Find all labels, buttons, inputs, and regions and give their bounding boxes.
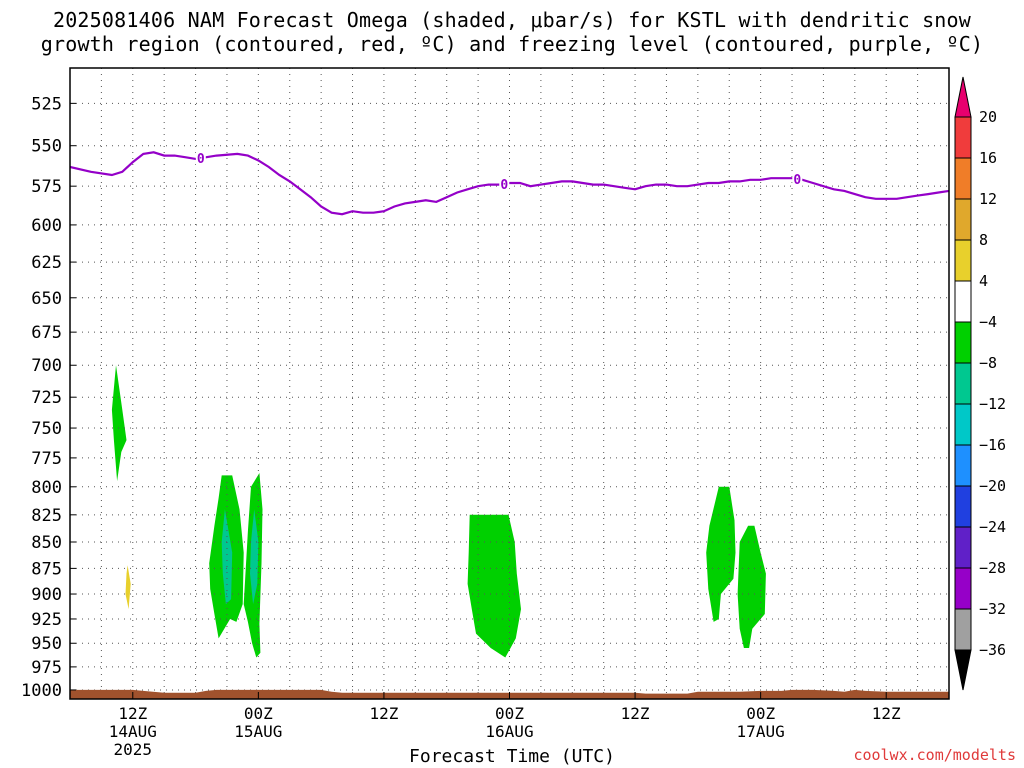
freezing-level-label-bg xyxy=(499,175,510,192)
colorbar-label: −16 xyxy=(979,436,1006,454)
freezing-level-label: 0 xyxy=(793,173,801,188)
colorbar-cell xyxy=(954,403,972,446)
colorbar-cell xyxy=(954,116,972,159)
colorbar-cell xyxy=(954,362,972,405)
credit-text: coolwx.com/modelts xyxy=(853,746,1016,764)
omega-shaded-regions xyxy=(111,365,766,658)
x-tick-time: 00Z xyxy=(244,704,273,723)
colorbar-label: 20 xyxy=(979,108,997,126)
colorbar-cell xyxy=(954,444,972,487)
colorbar-label: 4 xyxy=(979,272,988,290)
x-tick-date: 16AUG xyxy=(485,722,533,741)
colorbar-label: 12 xyxy=(979,190,997,208)
omega-region-5 xyxy=(221,509,233,605)
y-tick-label: 625 xyxy=(31,253,62,273)
colorbar-label: 8 xyxy=(979,231,988,249)
y-tick-label: 650 xyxy=(31,289,62,309)
chart-title-line-2: growth region (contoured, red, ºC) and f… xyxy=(40,32,984,56)
x-tick-time: 12Z xyxy=(872,704,901,723)
y-tick-label: 550 xyxy=(31,137,62,157)
colorbar-top-arrow xyxy=(954,76,972,118)
colorbar-cell xyxy=(954,526,972,569)
colorbar-label: −12 xyxy=(979,395,1006,413)
y-tick-label: 800 xyxy=(31,478,62,498)
x-tick-year: 2025 xyxy=(114,740,153,759)
x-tick-date: 14AUG xyxy=(109,722,157,741)
y-tick-label: 875 xyxy=(31,559,62,579)
colorbar-label: −8 xyxy=(979,354,997,372)
x-tick-time: 12Z xyxy=(118,704,147,723)
colorbar-label: −36 xyxy=(979,641,1006,659)
y-tick-label: 950 xyxy=(31,634,62,654)
colorbar-cell xyxy=(954,198,972,241)
y-tick-label: 900 xyxy=(31,585,62,605)
y-tick-label: 750 xyxy=(31,419,62,439)
y-tick-label: 725 xyxy=(31,388,62,408)
x-tick-time: 00Z xyxy=(746,704,775,723)
colorbar-cell xyxy=(954,280,972,323)
y-tick-label: 700 xyxy=(31,356,62,376)
y-axis: 525 550 575 600 625 650 675 700 725 750 775 800 825 8… xyxy=(21,94,76,701)
grid-lines xyxy=(70,68,949,699)
omega-region-9 xyxy=(737,525,766,648)
colorbar-cell xyxy=(954,567,972,610)
y-tick-label: 1000 xyxy=(21,681,62,701)
x-axis-title: Forecast Time (UTC) xyxy=(409,746,615,767)
colorbar-cell xyxy=(954,608,972,651)
colorbar-label: −24 xyxy=(979,518,1006,536)
colorbar-label: −28 xyxy=(979,559,1006,577)
y-tick-label: 775 xyxy=(31,449,62,469)
freezing-level-label: 0 xyxy=(197,152,205,167)
x-tick-date: 17AUG xyxy=(737,722,785,741)
x-tick-time: 12Z xyxy=(621,704,650,723)
colorbar-label: −4 xyxy=(979,313,997,331)
colorbar-cell xyxy=(954,239,972,282)
y-tick-label: 825 xyxy=(31,506,62,526)
colorbar-cell xyxy=(954,157,972,200)
freezing-level-layer: 0 0 0 xyxy=(70,150,949,216)
freezing-level-label: 0 xyxy=(500,178,508,193)
omega-region-2 xyxy=(125,565,131,610)
y-tick-label: 975 xyxy=(31,658,62,678)
omega-region-7 xyxy=(467,514,521,658)
colorbar-cell xyxy=(954,485,972,528)
colorbar-cell xyxy=(954,321,972,364)
y-tick-label: 675 xyxy=(31,323,62,343)
x-tick-time: 12Z xyxy=(369,704,398,723)
colorbar-label: −32 xyxy=(979,600,1006,618)
colorbar: 20 16 12 8 4 −4 −8 −12 −16 −20 −24 −28 −32 −36 xyxy=(954,76,1006,691)
omega-region-1 xyxy=(111,365,127,482)
omega-region-8 xyxy=(706,486,736,622)
y-tick-label: 600 xyxy=(31,216,62,236)
freezing-level-line xyxy=(70,151,949,216)
colorbar-bottom-arrow xyxy=(954,649,972,691)
chart-title-line-1: 2025081406 NAM Forecast Omega (shaded, μ… xyxy=(52,8,972,32)
y-tick-label: 575 xyxy=(31,177,62,197)
y-tick-label: 925 xyxy=(31,610,62,630)
x-tick-time: 00Z xyxy=(495,704,524,723)
y-tick-label: 525 xyxy=(31,94,62,114)
colorbar-label: −20 xyxy=(979,477,1006,495)
freezing-level-label-bg xyxy=(195,150,206,167)
y-tick-label: 850 xyxy=(31,533,62,553)
x-tick-date: 15AUG xyxy=(234,722,282,741)
freezing-level-label-bg xyxy=(792,171,803,188)
colorbar-label: 16 xyxy=(979,149,997,167)
omega-region-6 xyxy=(250,509,259,605)
